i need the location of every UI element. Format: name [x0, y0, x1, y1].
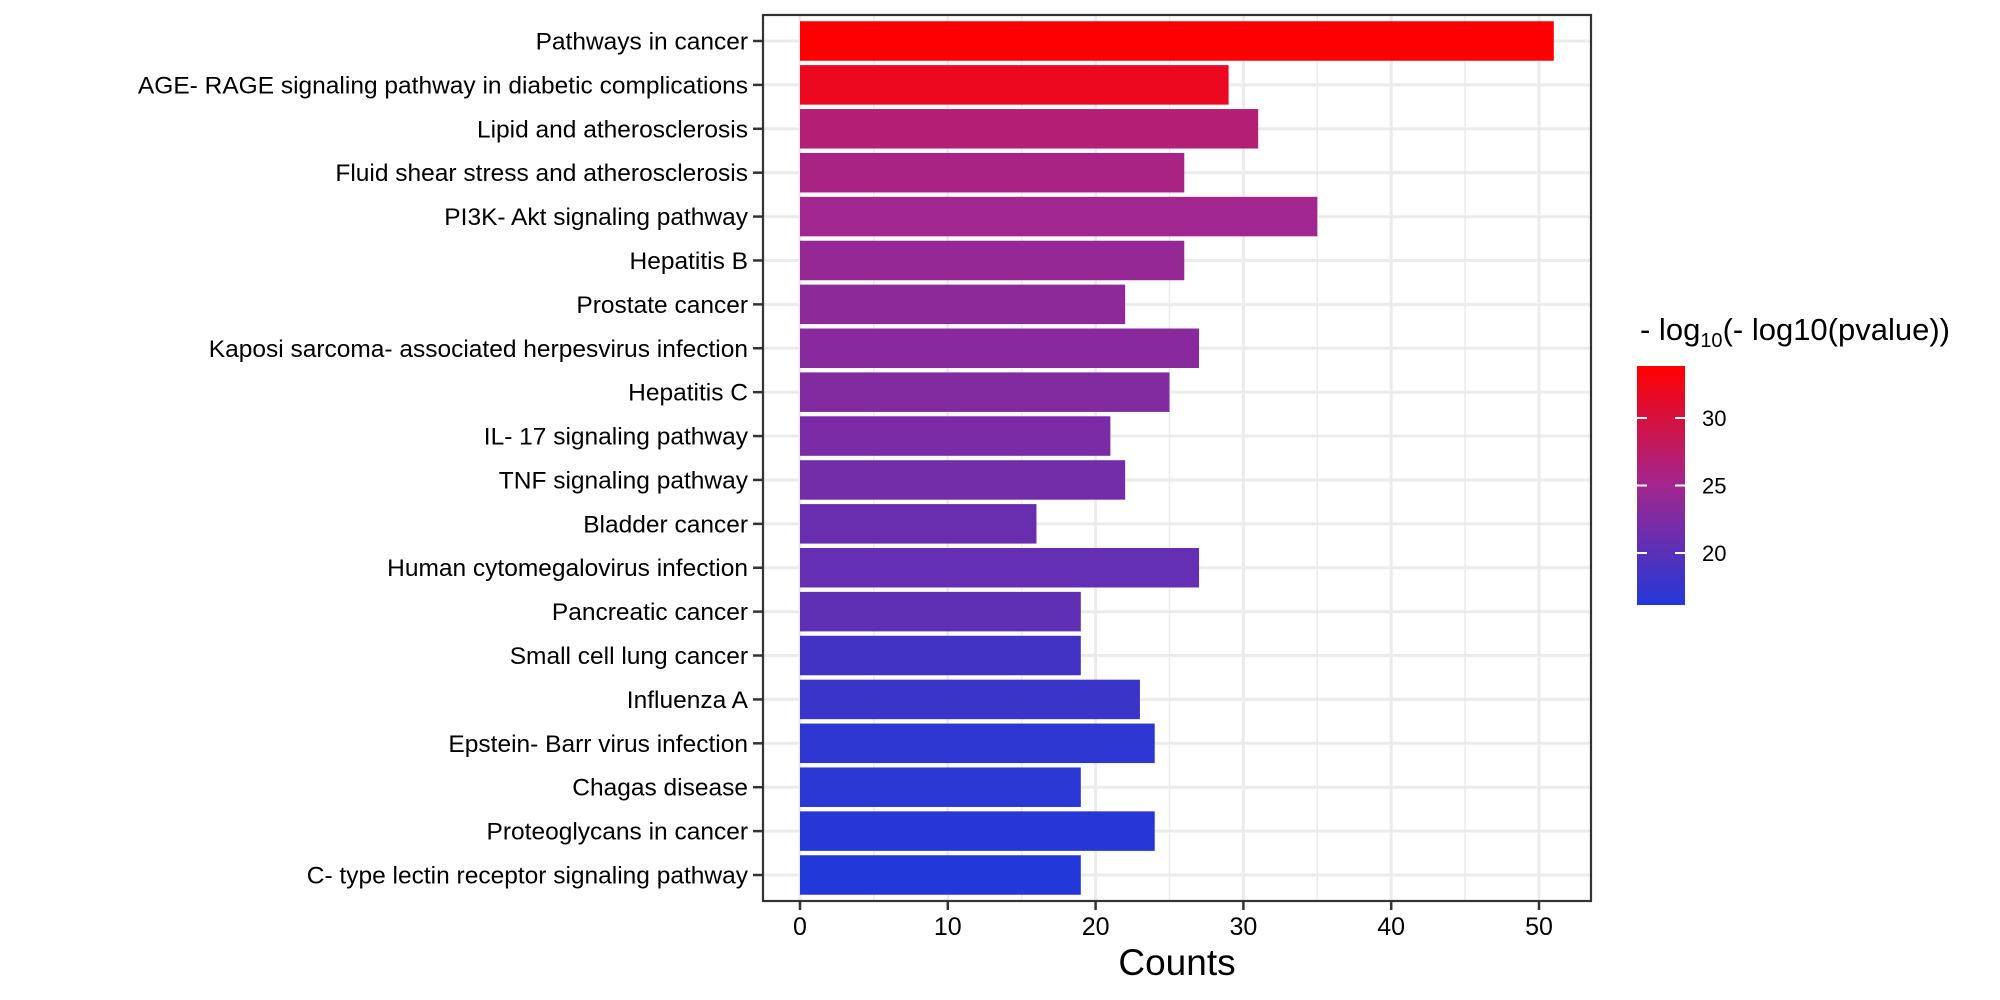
y-tick-label: Fluid shear stress and atherosclerosis: [335, 160, 748, 187]
bar: [800, 109, 1259, 149]
legend-tick-label: 30: [1702, 406, 1726, 431]
y-tick-label: Proteoglycans in cancer: [487, 819, 748, 846]
bar: [800, 547, 1200, 588]
bar: [800, 723, 1155, 764]
y-tick-label: Pathways in cancer: [536, 29, 748, 56]
bar: [800, 767, 1081, 807]
y-tick-label: Epstein- Barr virus infection: [448, 731, 748, 758]
legend-title-prefix: - log: [1640, 312, 1700, 347]
legend-ticks: 20 25 30: [1637, 406, 1726, 566]
y-tick-label: Human cytomegalovirus infection: [387, 555, 748, 582]
x-tick-label: 0: [793, 913, 807, 941]
x-tick-label: 50: [1525, 913, 1553, 941]
legend-title-subscript: 10: [1700, 330, 1722, 352]
y-tick-label: AGE- RAGE signaling pathway in diabetic …: [138, 72, 748, 99]
y-tick-label: Hepatitis B: [630, 248, 748, 275]
bar: [800, 328, 1200, 369]
legend-tick-label: 25: [1702, 474, 1726, 499]
y-tick-label: PI3K- Akt signaling pathway: [444, 204, 748, 231]
bar: [800, 152, 1185, 193]
bar: [800, 635, 1081, 676]
bars: [800, 21, 1554, 895]
legend-title-suffix: (- log10(pvalue)): [1723, 312, 1950, 347]
y-tick-label: Small cell lung cancer: [510, 643, 748, 670]
x-tick-label: 20: [1082, 913, 1110, 941]
bar: [800, 196, 1318, 237]
x-tick-label: 30: [1229, 913, 1257, 941]
y-tick-label: IL- 17 signaling pathway: [484, 424, 749, 451]
bar: [800, 284, 1126, 325]
x-axis: 0 10 20 30 40 50: [793, 901, 1553, 941]
bar: [800, 855, 1081, 895]
y-tick-label: TNF signaling pathway: [499, 467, 749, 494]
bar: [800, 679, 1140, 720]
bar: [800, 65, 1229, 105]
x-tick-label: 40: [1377, 913, 1405, 941]
bar: [800, 504, 1037, 544]
y-tick-label: C- type lectin receptor signaling pathwa…: [307, 863, 749, 890]
y-tick-label: Influenza A: [627, 687, 749, 714]
bar: [800, 591, 1081, 632]
bar: [800, 21, 1554, 61]
panel-border: [761, 13, 1593, 903]
bar: [800, 460, 1126, 500]
color-legend: - log10(- log10(pvalue)) 20 25 30: [1637, 312, 1950, 605]
x-axis-title: Counts: [1118, 942, 1235, 983]
y-axis: Pathways in cancer AGE- RAGE signaling pa…: [138, 29, 763, 890]
bar: [800, 372, 1170, 412]
y-tick-label: Hepatitis C: [628, 380, 748, 407]
bar: [800, 416, 1111, 456]
bar: [800, 811, 1155, 851]
y-tick-label: Pancreatic cancer: [552, 599, 748, 626]
x-tick-label: 10: [934, 913, 962, 941]
legend-title: - log10(- log10(pvalue)): [1640, 312, 1950, 352]
y-tick-label: Chagas disease: [572, 775, 748, 802]
y-tick-label: Bladder cancer: [583, 511, 748, 538]
bar: [800, 240, 1185, 281]
y-tick-label: Prostate cancer: [576, 292, 748, 319]
y-tick-label: Lipid and atherosclerosis: [477, 116, 748, 143]
y-tick-label: Kaposi sarcoma- associated herpesvirus i…: [209, 336, 748, 363]
legend-tick-label: 20: [1702, 541, 1726, 566]
